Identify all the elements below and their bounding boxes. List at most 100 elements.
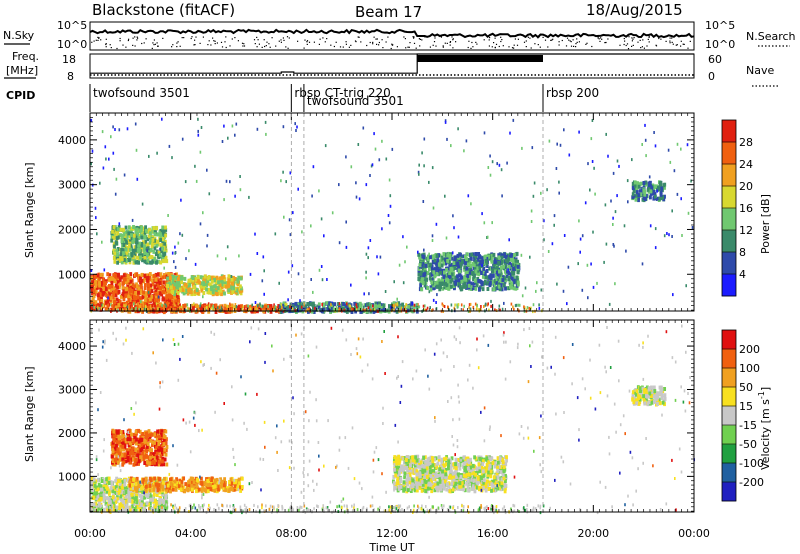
range-gate-cell — [686, 143, 689, 147]
range-gate-cell — [492, 287, 496, 292]
range-gate-cell — [91, 303, 93, 307]
range-gate-cell — [425, 308, 427, 312]
nsearch-dot — [376, 43, 378, 45]
range-gate-cell — [101, 130, 104, 134]
nsearch-dot — [585, 43, 587, 45]
range-gate-cell — [180, 280, 184, 285]
range-gate-cell — [497, 253, 501, 258]
nsearch-dot — [537, 37, 539, 39]
nsearch-dot — [282, 37, 284, 39]
nsearch-dot — [449, 41, 451, 43]
nsearch-dot — [569, 40, 571, 42]
range-gate-cell — [512, 271, 516, 275]
range-gate-cell — [524, 306, 526, 310]
range-gate-cell — [587, 296, 589, 300]
range-gate-cell — [182, 305, 185, 309]
range-gate-cell — [501, 307, 504, 311]
range-gate-cell — [663, 194, 666, 199]
range-gate-cell — [458, 258, 462, 263]
range-gate-cell — [422, 200, 425, 203]
range-gate-cell — [669, 160, 672, 164]
range-gate-cell — [158, 308, 162, 313]
range-gate-cell — [447, 284, 451, 289]
range-gate-cell — [487, 265, 489, 268]
range-gate-cell — [208, 303, 211, 307]
range-gate-cell — [563, 128, 565, 132]
range-gate-cell — [653, 184, 656, 189]
range-gate-cell — [480, 280, 484, 285]
range-gate-cell — [438, 266, 442, 270]
range-gate-cell — [170, 294, 174, 299]
range-gate-cell — [148, 272, 152, 276]
range-gate-cell — [171, 156, 173, 160]
nsearch-dot — [306, 43, 308, 45]
range-gate-cell — [540, 191, 542, 195]
range-gate-cell — [543, 219, 545, 223]
nsearch-dot — [263, 39, 265, 41]
range-gate-cell — [458, 285, 462, 290]
range-gate-cell — [187, 288, 191, 293]
range-gate-cell — [123, 252, 127, 257]
range-gate-cell — [345, 155, 347, 159]
range-gate-cell — [103, 495, 106, 500]
range-gate-cell — [649, 189, 653, 194]
range-gate-cell — [251, 305, 255, 310]
range-gate-cell — [404, 306, 406, 309]
range-gate-cell — [413, 303, 416, 307]
range-gate-cell — [644, 180, 648, 185]
range-gate-cell — [627, 200, 629, 204]
range-gate-cell — [236, 282, 240, 287]
range-gate-cell — [111, 489, 115, 494]
range-gate-cell — [435, 280, 439, 285]
range-gate-cell — [319, 308, 321, 311]
range-gate-cell — [199, 304, 201, 308]
range-gate-cell — [296, 125, 298, 129]
range-gate-cell — [126, 487, 130, 492]
range-gate-cell — [499, 265, 503, 270]
colorbar-swatch — [722, 230, 736, 253]
cpid-entry-label: twofsound 3501 — [93, 86, 190, 100]
range-gate-cell — [485, 275, 489, 280]
range-gate-cell — [161, 284, 165, 289]
range-gate-cell — [451, 256, 454, 261]
range-gate-cell — [681, 234, 683, 237]
nsearch-dot — [537, 44, 539, 46]
colorbar-swatch — [722, 142, 736, 165]
range-gate-cell — [136, 177, 139, 181]
range-gate-cell — [310, 309, 314, 314]
range-gate-cell — [122, 240, 126, 245]
range-gate-cell — [279, 302, 282, 306]
nsearch-dot — [303, 47, 305, 49]
range-gate-cell — [652, 196, 656, 201]
range-gate-cell — [421, 254, 425, 259]
range-gate-cell — [113, 229, 117, 234]
range-gate-cell — [446, 280, 450, 285]
range-gate-cell — [500, 168, 503, 172]
range-gate-cell — [618, 164, 620, 168]
range-gate-cell — [500, 253, 504, 258]
range-gate-cell — [432, 298, 435, 302]
range-gate-cell — [142, 278, 146, 283]
range-gate-cell — [166, 284, 170, 288]
range-gate-cell — [300, 305, 303, 309]
range-gate-cell — [174, 251, 176, 255]
range-gate-cell — [616, 194, 618, 198]
range-gate-cell — [453, 266, 457, 270]
nsearch-dot — [122, 44, 124, 46]
range-gate-cell — [101, 292, 105, 297]
range-gate-cell — [139, 276, 142, 281]
range-gate-cell — [144, 259, 146, 263]
nsearch-dot — [514, 38, 516, 40]
range-gate-cell — [198, 308, 202, 313]
range-gate-cell — [532, 310, 534, 314]
range-gate-cell — [498, 163, 501, 167]
nsearch-dot — [575, 43, 577, 45]
range-gate-cell — [191, 282, 195, 287]
range-gate-cell — [504, 258, 508, 263]
range-gate-cell — [463, 275, 467, 280]
range-gate-cell — [215, 306, 218, 311]
range-gate-cell — [452, 271, 456, 276]
range-gate-cell — [428, 252, 430, 256]
range-gate-cell — [113, 462, 117, 467]
range-gate-cell — [114, 128, 116, 131]
